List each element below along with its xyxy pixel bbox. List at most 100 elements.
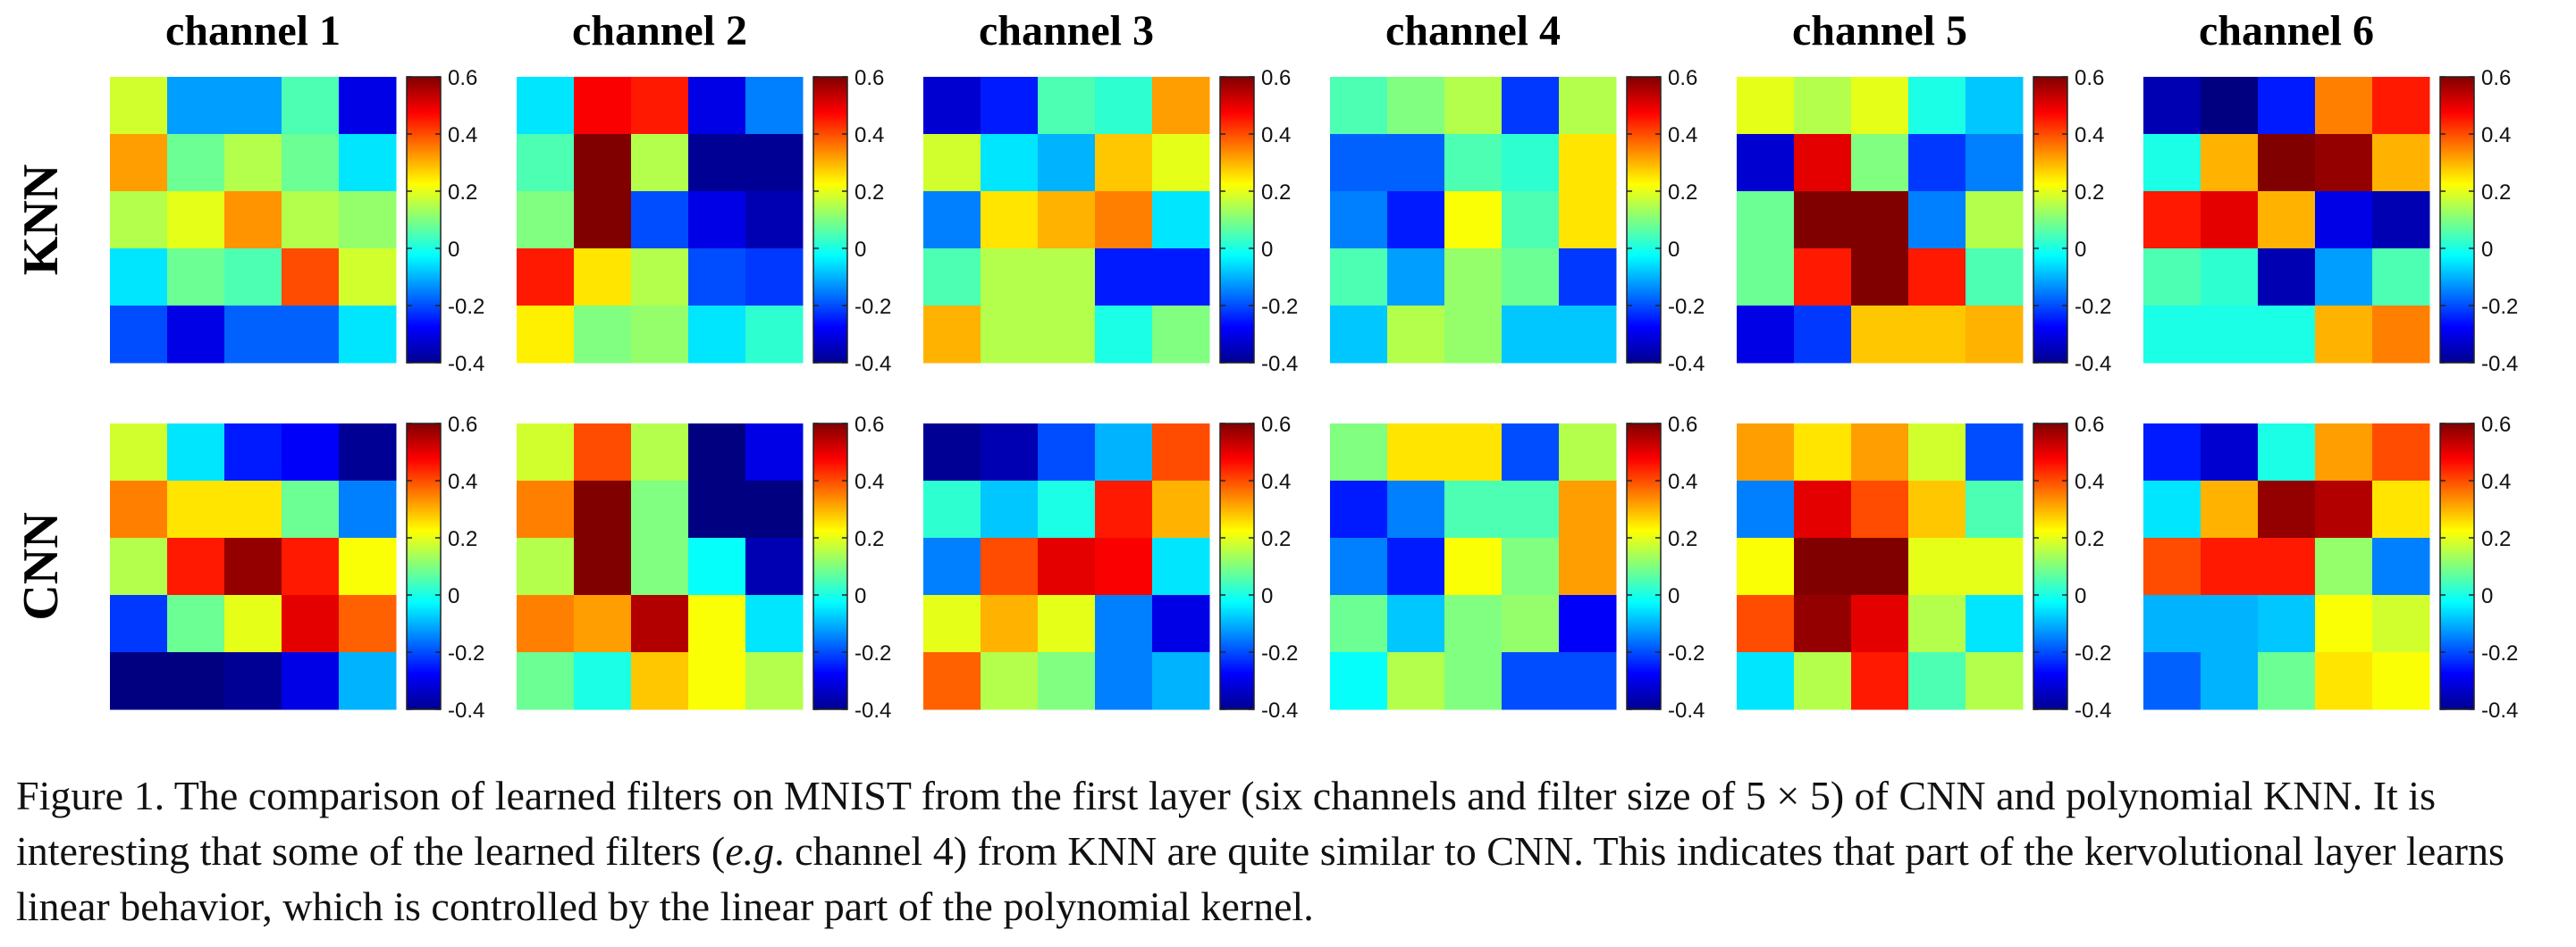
colorbar-tick-label: 0.2 <box>2075 180 2104 205</box>
heatmap-cell <box>1330 248 1388 306</box>
colorbar <box>406 423 442 710</box>
heatmap-cell <box>1038 481 1096 539</box>
heatmap-cell <box>688 306 746 364</box>
colorbar-tick-label: 0.2 <box>1668 180 1697 205</box>
heatmap-cell <box>224 481 282 539</box>
panel-cnn-channel-3: -0.4 -0.2 0 0.2 0.4 0.6 <box>923 413 1298 723</box>
heatmap-cell <box>1966 538 2024 596</box>
heatmap-cell <box>1387 481 1445 539</box>
heatmap-cell <box>1330 652 1388 710</box>
heatmap-cell <box>167 652 225 710</box>
colorbar-tick-label: -0.4 <box>448 352 484 376</box>
row-labels: KNN CNN <box>13 164 69 621</box>
heatmap-cell <box>224 248 282 306</box>
heatmap-cell <box>2201 134 2259 192</box>
heatmap-cell <box>1794 191 1852 249</box>
heatmap-cell <box>1387 306 1445 364</box>
heatmap-cell <box>1502 481 1560 539</box>
heatmap-cell <box>2143 134 2201 192</box>
heatmap-cell <box>110 134 168 192</box>
colorbar-tick-label: 0.6 <box>1261 66 1291 90</box>
column-titles: channel 1 channel 2 channel 3 channel 4 chan… <box>165 7 2374 54</box>
heatmap-cell <box>1038 306 1096 364</box>
heatmap-cell <box>1908 538 1966 596</box>
heatmap-cell <box>1444 77 1503 135</box>
heatmap-cell <box>224 538 282 596</box>
heatmap-cell <box>631 191 689 249</box>
colorbar-tick-label: 0.2 <box>448 180 477 205</box>
heatmap-cell <box>2143 652 2201 710</box>
heatmap-cell <box>1966 423 2024 482</box>
heatmap-cell <box>745 306 804 364</box>
heatmap-cell <box>1330 191 1388 249</box>
heatmap-cell <box>2258 538 2316 596</box>
heatmap-cell <box>339 595 397 653</box>
heatmap-cell <box>1851 248 1909 306</box>
heatmap-cell <box>224 652 282 710</box>
colorbar-tick-label: -0.4 <box>1261 699 1298 723</box>
heatmap-cell <box>2258 77 2316 135</box>
heatmap-cell <box>1502 191 1560 249</box>
heatmap-cell <box>2143 481 2201 539</box>
heatmap-cell <box>1387 191 1445 249</box>
heatmap-cell <box>2315 306 2373 364</box>
heatmap-cell <box>1038 248 1096 306</box>
heatmap-cell <box>2315 423 2373 482</box>
heatmap-cell <box>1794 481 1852 539</box>
heatmap-cell <box>2258 306 2316 364</box>
heatmap-cell <box>1330 595 1388 653</box>
panel-knn-channel-6: -0.4 -0.2 0 0.2 0.4 0.6 <box>2143 66 2518 376</box>
heatmap-cell <box>110 423 168 482</box>
heatmap-cell <box>1737 538 1795 596</box>
heatmap-cell <box>1737 481 1795 539</box>
colorbar-tick-label: 0 <box>1668 584 1679 608</box>
heatmap-cell <box>224 306 282 364</box>
colorbar-tick-label: 0.4 <box>854 123 884 147</box>
heatmap-cell <box>282 595 340 653</box>
heatmap-cell <box>282 423 340 482</box>
heatmap-cell <box>1038 538 1096 596</box>
heatmap-cell <box>1559 191 1617 249</box>
colorbar-tick-label: -0.2 <box>448 641 484 666</box>
heatmap-cell <box>574 134 632 192</box>
heatmap-cell <box>1908 248 1966 306</box>
colorbar-tick-label: 0.2 <box>854 180 884 205</box>
colorbar-tick-label: 0.6 <box>1261 413 1291 437</box>
colorbar <box>2033 76 2068 364</box>
heatmap-cell <box>1038 191 1096 249</box>
colorbar-tick-label: 0 <box>1668 238 1679 262</box>
heatmap-cell <box>745 77 804 135</box>
heatmap-cell <box>1502 248 1560 306</box>
heatmap-cell <box>981 652 1039 710</box>
heatmap-cell <box>1095 77 1153 135</box>
heatmap-cell <box>1851 423 1909 482</box>
heatmap-cell <box>2258 481 2316 539</box>
heatmap-cell <box>224 77 282 135</box>
figure-heatmap-grid: channel 1 channel 2 channel 3 channel 4 chan… <box>13 7 2518 723</box>
colorbar-tick-label: 0 <box>448 238 459 262</box>
colorbar-tick-label: 0 <box>2075 238 2086 262</box>
colorbar-tick-label: 0.4 <box>1261 470 1291 494</box>
heatmap-cell <box>1152 191 1210 249</box>
heatmap-cell <box>2372 134 2430 192</box>
heatmap-cell <box>167 595 225 653</box>
heatmap-cell <box>167 191 225 249</box>
heatmap-cell <box>2201 595 2259 653</box>
heatmap-cell <box>923 134 981 192</box>
panel-cnn-channel-6: -0.4 -0.2 0 0.2 0.4 0.6 <box>2143 413 2518 723</box>
heatmap-cell <box>981 248 1039 306</box>
heatmap-cell <box>981 538 1039 596</box>
heatmap-cell <box>745 134 804 192</box>
heatmap-cell <box>1737 423 1795 482</box>
heatmap-cell <box>631 595 689 653</box>
colorbar <box>812 76 848 364</box>
colorbar-tick-label: 0 <box>854 238 866 262</box>
heatmap-cell <box>1794 306 1852 364</box>
heatmap-cell <box>1851 77 1909 135</box>
heatmap-cell <box>2201 306 2259 364</box>
heatmap-cell <box>1794 134 1852 192</box>
heatmap-cell <box>1851 191 1909 249</box>
heatmap-cell <box>1908 306 1966 364</box>
heatmap-cell <box>517 248 575 306</box>
heatmap-cell <box>1095 248 1153 306</box>
